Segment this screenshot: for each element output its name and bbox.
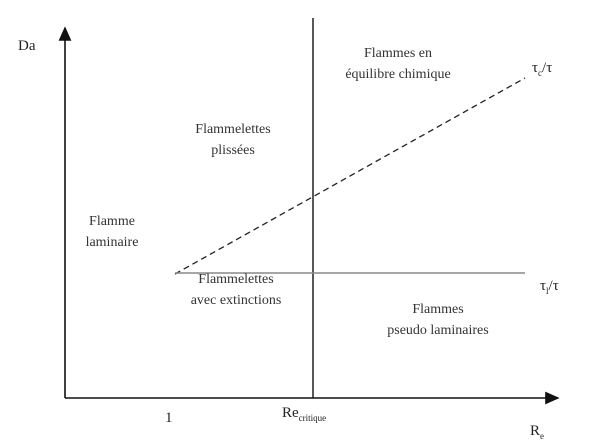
- kol-base: τ: [540, 278, 546, 294]
- critical-sub: critique: [299, 413, 327, 423]
- kol-rest: /τ: [549, 278, 559, 294]
- kolmogorov-line-label: τl/τ: [540, 278, 559, 296]
- x-tick-critical: Recritique: [282, 405, 326, 423]
- region-label: avec extinctions: [191, 293, 282, 308]
- region-label: Flammes: [412, 302, 463, 317]
- chem-rest: /τ: [542, 60, 552, 76]
- region-label: Flammes en: [364, 46, 432, 61]
- x-label-sub: e: [540, 431, 544, 441]
- y-axis-label: Da: [18, 38, 36, 54]
- region-label: Flamme: [89, 214, 135, 229]
- critical-base: Re: [282, 405, 299, 421]
- region-label: équilibre chimique: [345, 67, 450, 82]
- region-label: pseudo laminaires: [387, 323, 488, 338]
- chemical-line: [174, 77, 526, 275]
- kol-sub: l: [546, 286, 549, 296]
- region-label: Flammelettes: [198, 272, 273, 287]
- region-label: laminaire: [86, 235, 139, 250]
- x-label-base: R: [530, 423, 540, 439]
- regions: Flammes en équilibre chimique Flammelettes…: [86, 46, 489, 338]
- x-axis-label: Re: [530, 423, 544, 441]
- x-tick-1: 1: [165, 410, 173, 426]
- region-label: plissées: [211, 143, 255, 158]
- chem-base: τ: [532, 60, 538, 76]
- chem-sub: c: [538, 68, 542, 78]
- chemical-line-label: τc/τ: [532, 60, 552, 78]
- region-label: Flammelettes: [195, 122, 270, 137]
